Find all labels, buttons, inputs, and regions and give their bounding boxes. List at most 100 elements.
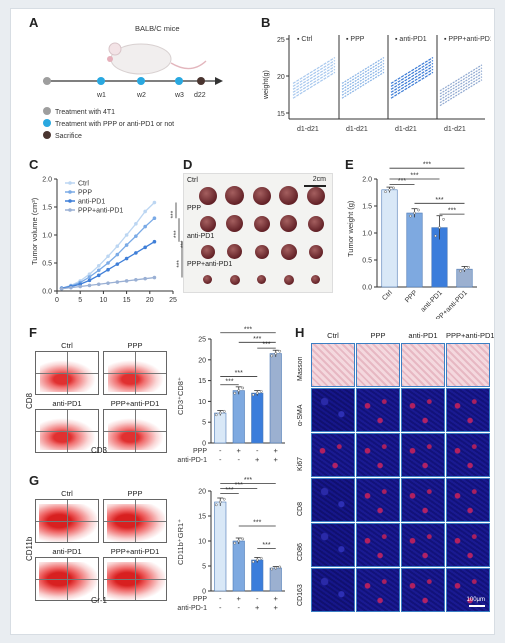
bar-point — [413, 211, 416, 215]
volume-point — [78, 284, 82, 289]
flow-plot: PPP — [103, 489, 167, 543]
panel-g-label: G — [29, 473, 40, 488]
bar-ytick-label: 1.5 — [362, 204, 372, 211]
panel-d-label: D — [183, 157, 193, 172]
panel-c-label: C — [29, 157, 39, 172]
weight-trace — [341, 65, 385, 93]
volume-point — [134, 222, 138, 226]
tumor-scale-label: 2cm — [312, 176, 326, 183]
volume-point — [115, 252, 120, 257]
panel-a-timeline: BALB/C mice w1 w2 w3 d22 Treatment with … — [43, 24, 223, 140]
flow-density-cloud — [39, 562, 97, 600]
bar-sig-label: *** — [410, 173, 418, 180]
histology-image — [311, 343, 355, 387]
histology-image — [446, 478, 490, 522]
treatment-mark: - — [219, 446, 222, 455]
histology-row-label: Ki67 — [297, 456, 304, 471]
bar-point — [237, 539, 241, 543]
volume-point — [134, 234, 138, 238]
volume-point — [152, 200, 157, 205]
mouse-label: BALB/C mice — [135, 24, 180, 33]
treatment-mark: - — [256, 594, 259, 603]
bar-sig-label: *** — [244, 326, 252, 333]
weight-group-label: ▪ Ctrl — [297, 36, 313, 43]
bar-point — [222, 409, 226, 413]
bar-point — [409, 214, 412, 218]
volume-point — [134, 278, 138, 282]
tumor-photo: Ctrl PPP anti-PD1 PPP+anti-PD1 2cm — [183, 173, 333, 293]
bar-point — [233, 391, 237, 395]
xlab-1: d1-d21 — [297, 126, 319, 133]
volume-point — [134, 251, 138, 255]
treatment-row-label: PPP — [193, 448, 207, 455]
xlab-4: d1-d21 — [444, 126, 466, 133]
timeline-dot-w3 — [175, 77, 183, 85]
ytick-20: 20 — [277, 74, 285, 81]
volume-series-line — [61, 202, 155, 289]
histology-image — [356, 523, 400, 567]
volume-point — [115, 280, 120, 284]
bar-point — [274, 352, 278, 355]
flow-gate-horizontal — [36, 431, 98, 432]
volume-point — [143, 224, 147, 229]
weight-trace — [439, 73, 483, 101]
volume-point — [87, 272, 92, 276]
weight-trace — [439, 67, 483, 95]
volume-legend-marker — [68, 208, 72, 212]
histology-image — [401, 523, 445, 567]
panel-g-flow-grid: Ctrl PPP anti-PD1 PPP+anti-PD1 — [35, 489, 169, 601]
panel-f-label: F — [29, 325, 37, 340]
volume-point — [106, 261, 110, 265]
volume-point — [143, 245, 147, 250]
volume-point — [87, 278, 92, 283]
histology-column-label: PPP — [370, 331, 386, 340]
bar-point — [251, 393, 255, 397]
bar-ytick-label: 0.5 — [362, 258, 372, 265]
tumor-row-label-antipd1: anti-PD1 — [187, 233, 215, 240]
tumor-specimen — [280, 215, 297, 232]
histology-image — [356, 388, 400, 432]
weight-trace — [341, 62, 385, 90]
volume-xtick-label: 0 — [55, 297, 59, 304]
bar-point — [259, 556, 263, 560]
volume-legend-marker — [68, 199, 72, 203]
treatment-row-label: PPP — [193, 596, 207, 603]
bar — [214, 501, 227, 592]
timeline-dot-w1 — [97, 77, 105, 85]
weight-trace — [341, 59, 385, 87]
volume-point — [152, 275, 157, 280]
flow-plot: anti-PD1 — [35, 547, 99, 601]
mouse-icon — [107, 42, 207, 75]
flow-plot: PPP — [103, 341, 167, 395]
legend-treatment: Treatment with PPP or anti-PD1 or not — [55, 121, 174, 128]
tumor-specimen — [253, 215, 270, 232]
volume-point — [124, 256, 129, 261]
volume-point — [115, 244, 120, 248]
panel-f-flow-grid: Ctrl PPP anti-PD1 PPP+anti-PD1 — [35, 341, 169, 453]
volume-xtick-label: 15 — [123, 297, 131, 304]
bar-point — [259, 389, 263, 393]
volume-xtick-label: 10 — [100, 297, 108, 304]
volume-xtick-label: 20 — [146, 297, 154, 304]
weight-trace — [292, 65, 336, 93]
bar-ylabel: CD3⁺CD8⁺ — [176, 377, 185, 415]
flow-density-cloud — [39, 504, 97, 542]
volume-point — [96, 282, 101, 287]
flow-plot-label: Ctrl — [61, 341, 73, 350]
tumor-scale-bar — [304, 185, 326, 187]
volume-point — [87, 283, 92, 288]
bar — [406, 212, 423, 288]
bar-ylabel: Tumor weight (g) — [346, 200, 355, 257]
volume-point — [96, 264, 101, 268]
flow-gate-horizontal — [36, 373, 98, 374]
bar-ytick-label: 20 — [198, 357, 206, 364]
flow-plot-label: anti-PD1 — [52, 399, 82, 408]
panel-b-label: B — [261, 15, 271, 30]
weight-trace — [390, 62, 434, 90]
histology-image — [446, 343, 490, 387]
volume-point — [69, 285, 73, 290]
volume-point — [143, 209, 147, 214]
flow-gate-horizontal — [36, 579, 98, 580]
panel-c-tumor-volume-chart: 0.0 0.5 1.0 1.5 2.0 0 5 10 15 20 25 Tumor volume (c… — [30, 177, 187, 305]
